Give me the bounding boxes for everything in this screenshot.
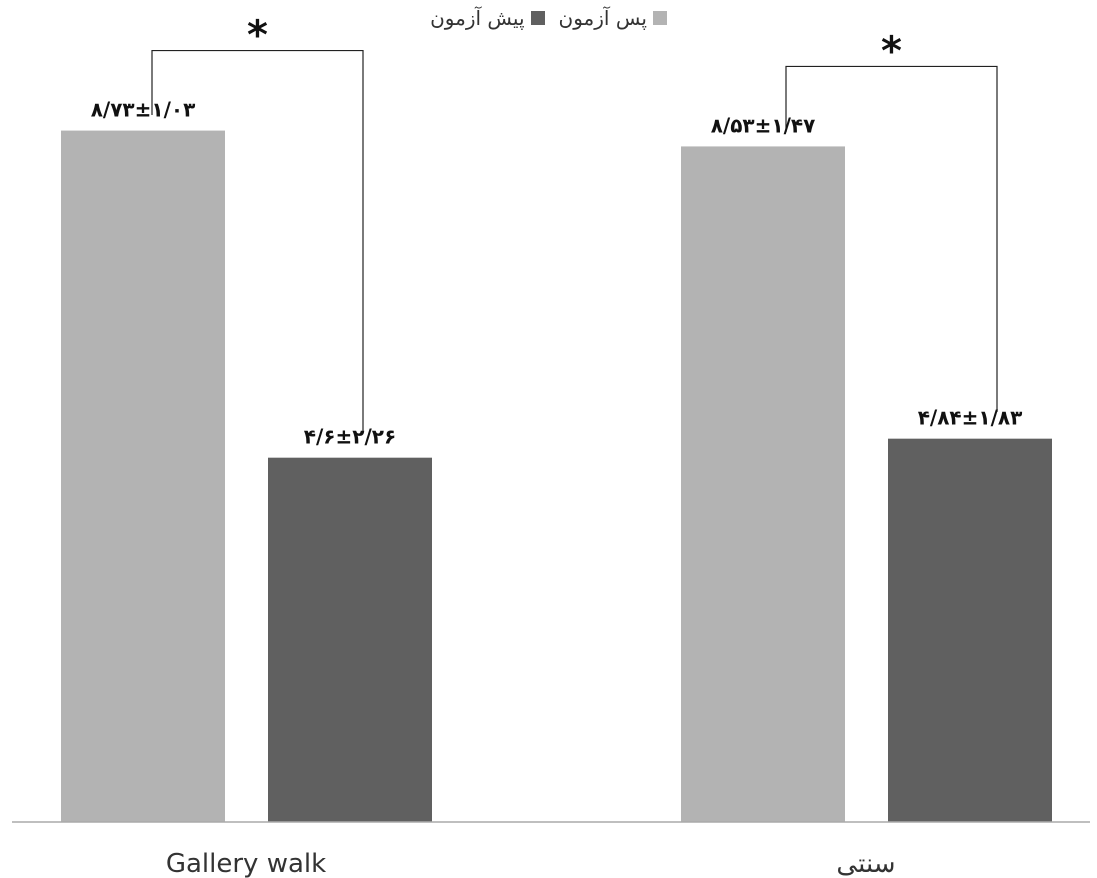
- bar-pretest-1: [888, 439, 1052, 822]
- significance-star-0: *: [247, 13, 268, 59]
- bar-posttest-1: [681, 146, 845, 822]
- category-label-0: Gallery walk: [166, 849, 326, 878]
- data-label-pretest-0: ۴/۶±۲/۲۶: [304, 425, 396, 449]
- bar-pretest-0: [268, 458, 432, 822]
- significance-star-1: *: [881, 28, 902, 74]
- significance-brackets: * *: [152, 13, 997, 432]
- data-label-posttest-0: ۸/۷۳±۱/۰۳: [91, 98, 196, 122]
- bars-layer: [61, 131, 1052, 822]
- data-label-posttest-1: ۸/۵۳±۱/۴۷: [711, 113, 816, 137]
- data-labels: ۸/۷۳±۱/۰۳ ۸/۵۳±۱/۴۷ ۴/۶±۲/۲۶ ۴/۸۴±۱/۸۳: [91, 98, 1023, 449]
- bar-posttest-0: [61, 131, 225, 822]
- data-label-pretest-1: ۴/۸۴±۱/۸۳: [918, 406, 1023, 430]
- category-labels: Gallery walk سنتی: [166, 849, 896, 878]
- category-label-1: سنتی: [836, 849, 895, 878]
